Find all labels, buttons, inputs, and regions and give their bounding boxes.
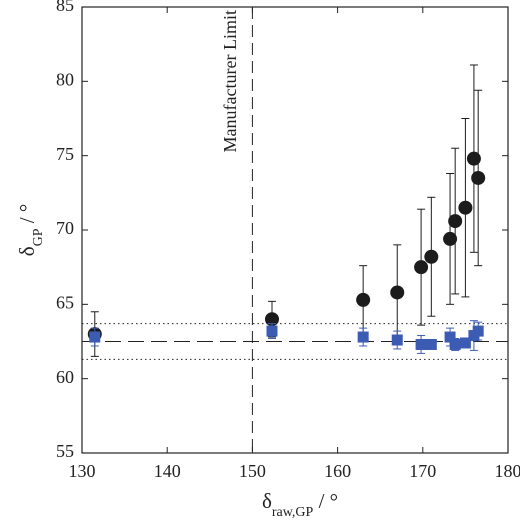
point (266, 325, 278, 337)
plot-frame (81, 6, 509, 454)
y-tick-label: 70 (56, 218, 74, 238)
y-tick-label: 60 (56, 367, 74, 387)
y-tick-label: 55 (56, 441, 74, 461)
point (356, 292, 371, 307)
point (449, 338, 461, 350)
vline-annotation: Manufacturer Limit (220, 10, 240, 152)
point (459, 337, 471, 349)
point (425, 338, 437, 350)
x-tick-label: 160 (324, 461, 351, 481)
point (444, 331, 456, 343)
point (390, 285, 405, 300)
point (466, 151, 481, 166)
y-axis-label: δGP / ° (15, 204, 46, 257)
x-tick-label: 170 (409, 461, 436, 481)
point (424, 249, 439, 264)
x-tick-label: 180 (495, 461, 520, 481)
y-tick-label: 75 (56, 144, 74, 164)
point (448, 214, 463, 229)
x-axis-label: δraw,GP / ° (262, 489, 338, 520)
y-tick-label: 85 (56, 0, 74, 15)
x-tick-label: 150 (239, 461, 266, 481)
point (472, 325, 484, 337)
x-tick-label: 140 (154, 461, 181, 481)
y-tick-label: 80 (56, 69, 74, 89)
point (89, 331, 101, 343)
y-tick-label: 65 (56, 292, 74, 312)
point (414, 260, 429, 275)
point (391, 334, 403, 346)
point (415, 338, 427, 350)
point (264, 312, 279, 327)
x-tick-label: 130 (69, 461, 96, 481)
point (471, 170, 486, 185)
point (443, 231, 458, 246)
point (458, 200, 473, 215)
point (357, 331, 369, 343)
